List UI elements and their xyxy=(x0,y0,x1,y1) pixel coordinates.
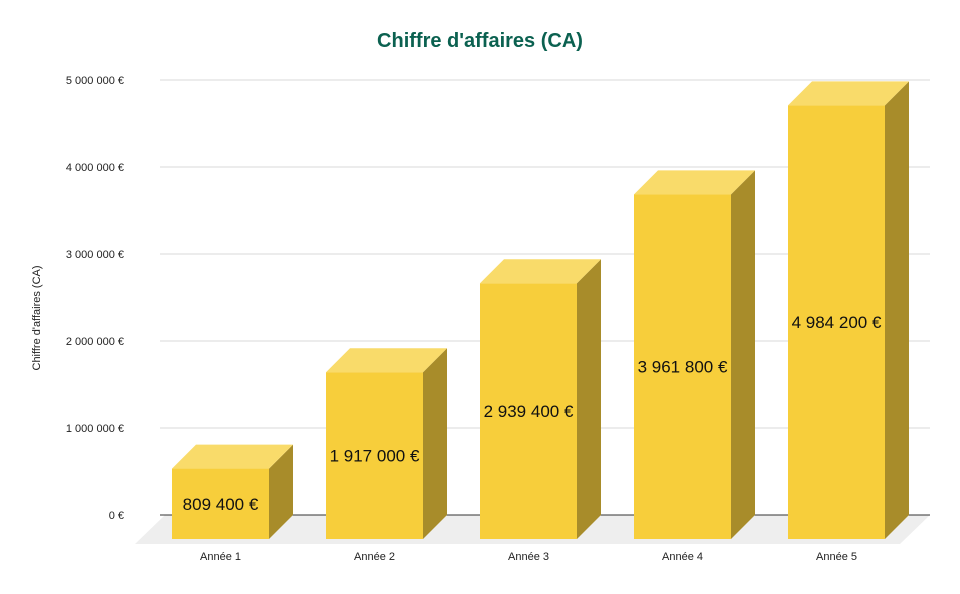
x-tick-label: Année 3 xyxy=(508,551,549,563)
bar xyxy=(480,283,577,539)
x-tick-label: Année 4 xyxy=(662,551,703,563)
y-tick-label: 3 000 000 € xyxy=(66,249,124,261)
bar xyxy=(172,468,269,539)
bar-side xyxy=(577,259,601,539)
bar-top xyxy=(788,81,909,106)
data-label: 1 917 000 € xyxy=(330,447,420,466)
y-tick-label: 5 000 000 € xyxy=(66,75,124,87)
data-label: 2 939 400 € xyxy=(484,402,574,421)
data-label: 809 400 € xyxy=(183,495,259,514)
data-label: 3 961 800 € xyxy=(638,358,728,377)
bar-side xyxy=(885,81,909,539)
data-label: 4 984 200 € xyxy=(792,313,882,332)
bar-top xyxy=(172,444,293,469)
bar-side xyxy=(423,348,447,539)
bar xyxy=(788,105,885,539)
x-tick-label: Année 1 xyxy=(200,551,241,563)
x-tick-label: Année 5 xyxy=(816,551,857,563)
y-tick-label: 4 000 000 € xyxy=(66,162,124,174)
y-axis-title: Chiffre d'affaires (CA) xyxy=(31,265,43,370)
y-tick-label: 2 000 000 € xyxy=(66,336,124,348)
bar-side xyxy=(269,444,293,539)
chart-title: Chiffre d'affaires (CA) xyxy=(377,30,583,52)
bar xyxy=(326,372,423,539)
bar-top xyxy=(634,170,755,195)
y-tick-label: 0 € xyxy=(109,510,124,522)
bar-top xyxy=(480,259,601,284)
bar-side xyxy=(731,170,755,539)
x-tick-label: Année 2 xyxy=(354,551,395,563)
bar xyxy=(634,194,731,539)
y-tick-label: 1 000 000 € xyxy=(66,423,124,435)
bar-top xyxy=(326,348,447,373)
